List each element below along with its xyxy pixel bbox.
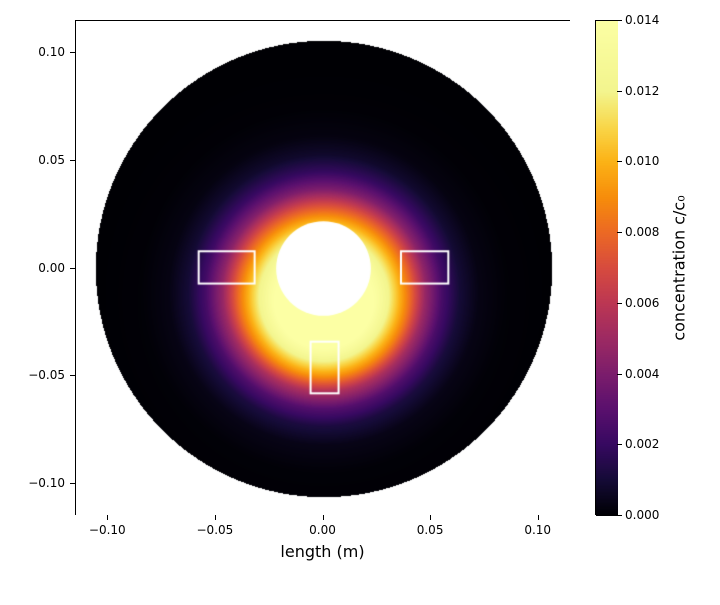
colorbar-tick-mark	[617, 232, 622, 233]
colorbar-tick-mark	[617, 303, 622, 304]
colorbar-tick-mark	[617, 20, 622, 21]
colorbar-tick-label: 0.000	[625, 508, 659, 522]
colorbar-tick-mark	[617, 161, 622, 162]
colorbar-gradient	[596, 21, 618, 516]
colorbar-tick-mark	[617, 444, 622, 445]
colorbar-tick-mark	[617, 91, 622, 92]
x-axis-label: length (m)	[280, 542, 364, 561]
colorbar	[595, 20, 617, 515]
colorbar-tick-mark	[617, 374, 622, 375]
x-tick-mark	[215, 515, 216, 520]
colorbar-tick-label: 0.006	[625, 296, 659, 310]
colorbar-tick-label: 0.010	[625, 154, 659, 168]
y-tick-mark	[70, 268, 75, 269]
x-tick-mark	[107, 515, 108, 520]
colorbar-tick-label: 0.008	[625, 225, 659, 239]
x-tick-label: 0.05	[417, 523, 444, 537]
x-tick-label: −0.10	[89, 523, 126, 537]
y-tick-label: −0.05	[28, 368, 65, 382]
concentration-heatmap	[76, 21, 571, 516]
colorbar-tick-label: 0.012	[625, 84, 659, 98]
x-tick-mark	[430, 515, 431, 520]
y-tick-mark	[70, 375, 75, 376]
y-tick-mark	[70, 160, 75, 161]
y-tick-label: 0.00	[38, 261, 65, 275]
x-tick-mark	[538, 515, 539, 520]
x-tick-mark	[323, 515, 324, 520]
y-tick-mark	[70, 483, 75, 484]
plot-axes	[75, 20, 570, 515]
y-tick-label: −0.10	[28, 476, 65, 490]
colorbar-tick-mark	[617, 515, 622, 516]
y-tick-mark	[70, 52, 75, 53]
colorbar-label: concentration c/c₀	[670, 195, 689, 340]
figure: −0.10 −0.05 0.00 0.05 0.10 −0.10 −0.05 0.00 0.0…	[0, 0, 720, 605]
x-tick-label: 0.00	[309, 523, 336, 537]
y-tick-label: 0.10	[38, 45, 65, 59]
x-tick-label: 0.10	[524, 523, 551, 537]
colorbar-tick-label: 0.014	[625, 13, 659, 27]
x-tick-label: −0.05	[197, 523, 234, 537]
colorbar-tick-label: 0.002	[625, 437, 659, 451]
colorbar-tick-label: 0.004	[625, 367, 659, 381]
y-tick-label: 0.05	[38, 153, 65, 167]
